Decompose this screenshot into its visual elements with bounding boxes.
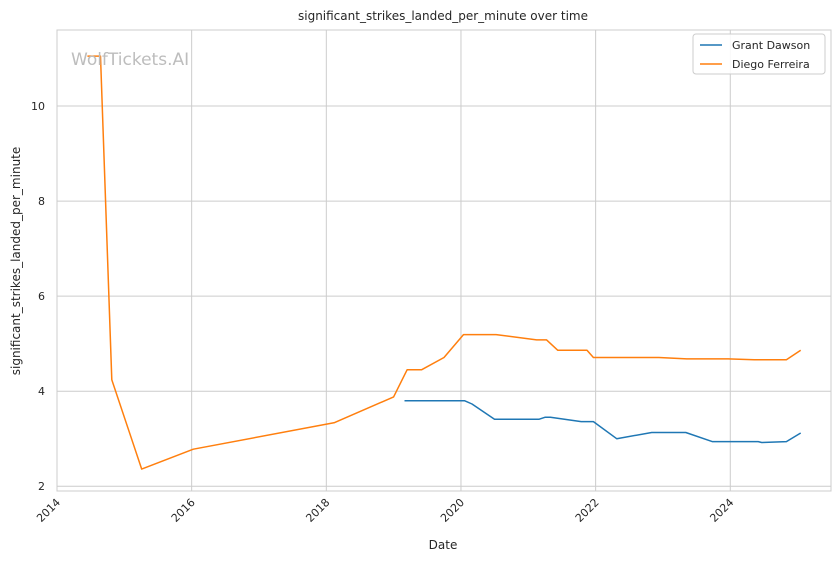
x-tick-labels: 2014 2016 2018 2020 2022 2024 — [34, 496, 736, 525]
x-tick-label: 2016 — [169, 496, 198, 525]
legend-box — [692, 33, 826, 75]
x-axis-label: Date — [429, 538, 458, 552]
y-axis-label: significant_strikes_landed_per_minute — [9, 147, 23, 376]
series-line-diego-ferreira — [87, 55, 802, 470]
x-tick-label: 2020 — [438, 496, 467, 525]
x-tick-label: 2018 — [303, 496, 332, 525]
chart-title: significant_strikes_landed_per_minute ov… — [298, 9, 588, 23]
y-tick-label: 2 — [38, 480, 45, 493]
legend: Grant Dawson Diego Ferreira — [692, 33, 826, 75]
y-tick-labels: 2 4 6 8 10 — [31, 100, 45, 493]
y-tick-label: 8 — [38, 195, 45, 208]
watermark: WolfTickets.AI — [71, 50, 189, 70]
x-tick-label: 2022 — [573, 496, 602, 525]
series-lines — [87, 55, 802, 470]
series-line-grant-dawson — [404, 399, 802, 444]
y-tick-label: 4 — [38, 385, 45, 398]
grid — [56, 30, 831, 491]
legend-label-grant-dawson: Grant Dawson — [732, 39, 810, 52]
legend-label-diego-ferreira: Diego Ferreira — [732, 58, 810, 71]
x-tick-label: 2024 — [707, 496, 736, 525]
y-tick-label: 6 — [38, 290, 45, 303]
x-tick-label: 2014 — [34, 496, 63, 525]
y-tick-label: 10 — [31, 100, 45, 113]
plot-background — [57, 30, 831, 491]
plot-frame — [56, 29, 832, 492]
